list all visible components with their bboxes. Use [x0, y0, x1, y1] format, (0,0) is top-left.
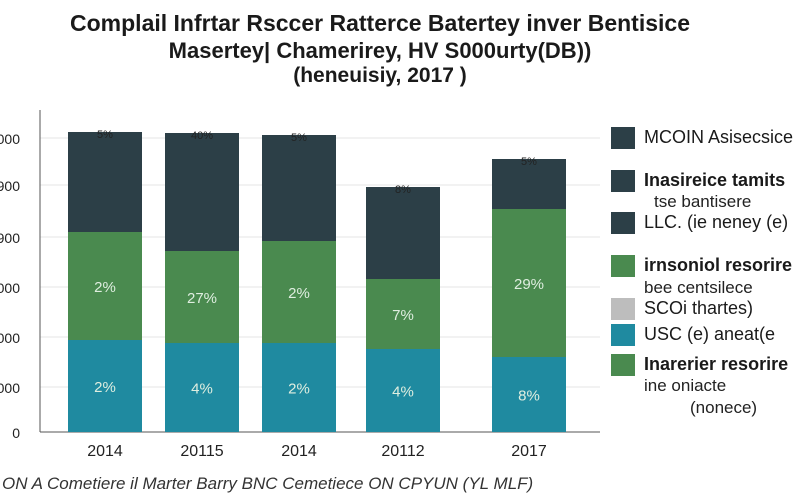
x-tick-label: 20115 [180, 443, 223, 460]
chart-title-line-1: Complail Infrtar Rsccer Ratterce Baterte… [70, 10, 690, 36]
data-label: 27% [187, 290, 217, 307]
legend-swatch [611, 127, 635, 149]
legend-label: irnsoniol resorire [644, 255, 793, 275]
data-label: 8% [518, 388, 540, 405]
legend-label: Inasireice tamits [644, 170, 786, 190]
legend-label: tse bantisere [654, 192, 752, 211]
bar-segment-bottom [68, 340, 142, 432]
legend-label: SCOi thartes) [644, 298, 754, 318]
bar-segment-middle [492, 209, 566, 357]
bar-segment-middle [165, 251, 239, 343]
x-tick-label: 2014 [87, 443, 123, 460]
bar-segment-top [68, 132, 142, 232]
legend-swatch [611, 255, 635, 277]
chart-title-line-2: Masertey| Chamerirey, HV S000urty(DB)) [168, 38, 592, 63]
bar-segment-bottom [366, 349, 440, 432]
legend-swatch [611, 324, 635, 346]
data-label: 5% [291, 132, 307, 144]
bar-segment-bottom [165, 343, 239, 432]
data-label: 5% [521, 156, 537, 168]
bar-segment-middle [262, 241, 336, 343]
bar-segment-top [492, 159, 566, 209]
legend-label: Inarerier resorire [644, 354, 789, 374]
data-label: 29% [514, 276, 544, 293]
y-tick-label: 000 [0, 330, 20, 346]
legend-label: ine oniacte [644, 376, 727, 395]
y-tick-label: 000 [0, 280, 20, 296]
chart-title-line-3: (heneuisiy, 2017 ) [293, 64, 467, 87]
legend-label: LLC. (ie neney (e) [644, 212, 789, 232]
data-label: 4% [392, 384, 414, 401]
legend-swatch [611, 170, 635, 192]
bar-segment-bottom [492, 357, 566, 432]
bar-segment-bottom [262, 343, 336, 432]
bar-segment-top [366, 187, 440, 279]
y-tick-label: 0 [12, 425, 20, 441]
x-tick-label: 2014 [281, 443, 317, 460]
data-label: 2% [94, 279, 116, 296]
data-label: 7% [392, 307, 414, 324]
y-tick-label: 000 [0, 131, 20, 147]
x-tick-label: 20112 [381, 443, 424, 460]
legend-label: MCOIN Asisecsice [644, 127, 794, 147]
bar-segment-top [165, 133, 239, 251]
y-tick-label: 000 [0, 380, 20, 396]
legend-label: bee centsilece [644, 278, 753, 297]
source-footer: ON A Cometiere il Marter Barry BNC Cemet… [2, 474, 534, 493]
bar-segment-middle [68, 232, 142, 340]
bar-segment-top [262, 135, 336, 241]
data-label: 40% [191, 130, 213, 142]
legend-label: (nonece) [690, 398, 758, 417]
legend-swatch [611, 298, 635, 320]
legend-swatch [611, 354, 635, 376]
data-label: 2% [94, 379, 116, 396]
data-label: 2% [288, 285, 310, 302]
x-tick-label: 2017 [511, 443, 547, 460]
data-label: 5% [97, 129, 113, 141]
data-label: 4% [191, 381, 213, 398]
bar-segment-middle [366, 279, 440, 349]
data-label: 8% [395, 184, 411, 196]
data-label: 2% [288, 381, 310, 398]
legend-swatch [611, 212, 635, 234]
legend-label: USC (e) aneat(e [644, 324, 776, 344]
y-tick-label: 900 [0, 178, 20, 194]
y-tick-label: 900 [0, 230, 20, 246]
